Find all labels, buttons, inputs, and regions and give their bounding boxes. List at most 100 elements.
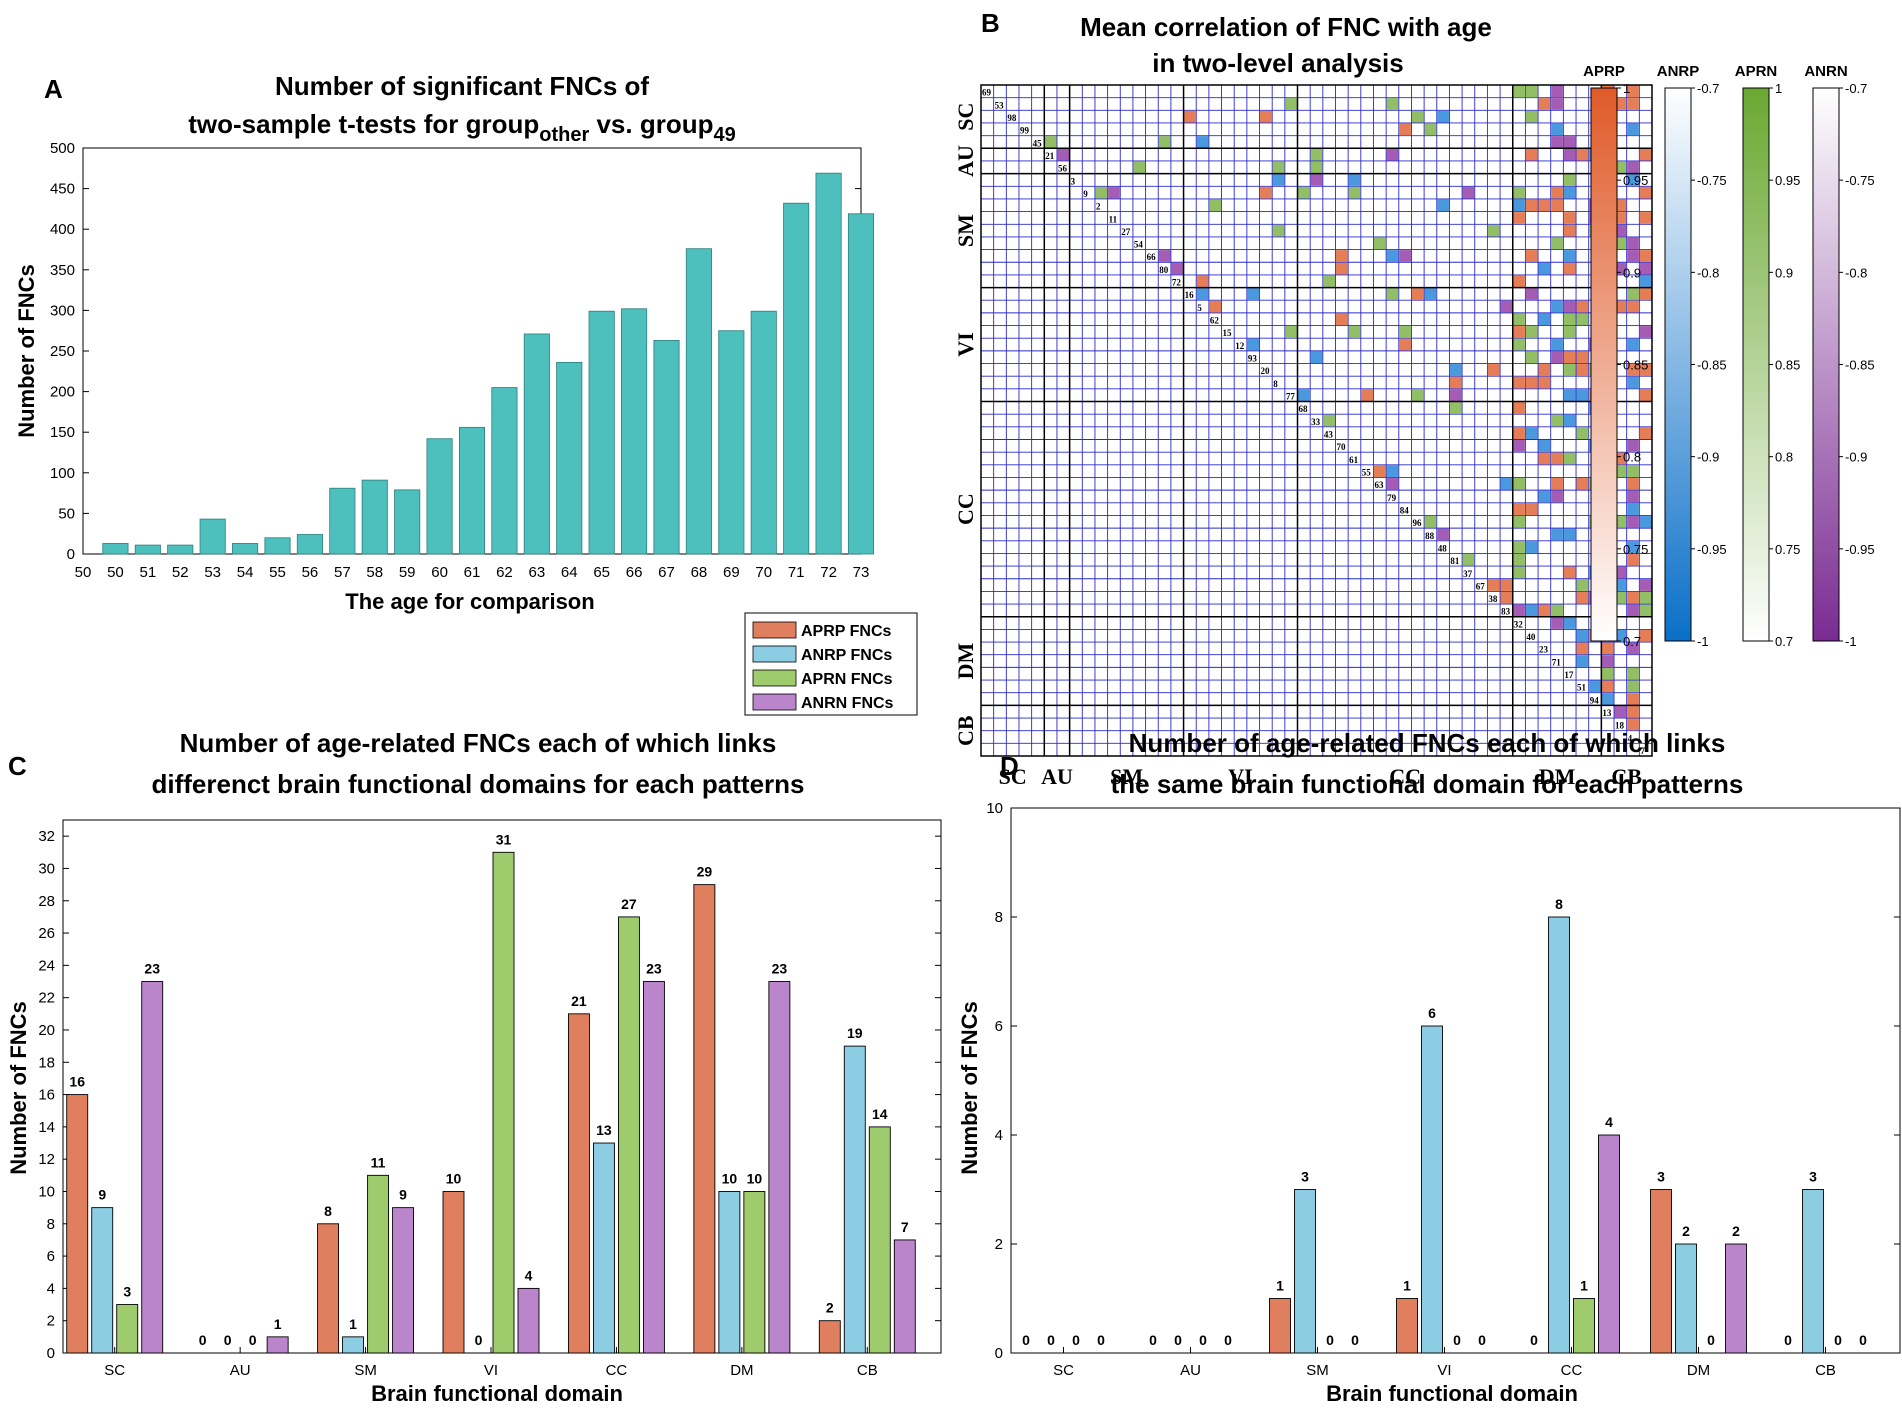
x-tick-label: 60	[431, 564, 448, 581]
panel-letter-d: D	[1000, 751, 1019, 781]
fnc-cell	[1525, 148, 1538, 161]
fnc-cell	[1158, 136, 1171, 148]
domain-label-bottom-sc: SC	[999, 764, 1027, 789]
x-tick-label-sm: SM	[354, 1362, 377, 1379]
node-label: 43	[1324, 429, 1334, 439]
fnc-cell	[1348, 326, 1361, 338]
colorbar-tick-label: 0.8	[1623, 450, 1641, 465]
fnc-cell	[1513, 515, 1525, 528]
fnc-cell	[1538, 364, 1551, 376]
data-label: 11	[371, 1154, 386, 1170]
fnc-cell	[1525, 288, 1538, 300]
fnc-cell	[1563, 148, 1576, 161]
fnc-cell	[1298, 186, 1310, 199]
node-label: 53	[995, 100, 1005, 110]
data-label: 0	[1149, 1332, 1157, 1348]
colorbars: APRP10.950.90.850.80.750.7ANRP-0.7-0.75-…	[1583, 63, 1874, 649]
fnc-cell	[1513, 604, 1525, 617]
node-label: 21	[1045, 151, 1055, 161]
fnc-cell	[1563, 136, 1576, 148]
fnc-cell	[1627, 439, 1639, 452]
fnc-cell	[1386, 98, 1399, 110]
bar-age-73	[847, 213, 875, 555]
fnc-cell	[1576, 148, 1589, 161]
y-tick-label: 10	[38, 1183, 55, 1200]
fnc-cell	[1639, 389, 1652, 402]
colorbar-tick-label: 1	[1623, 81, 1630, 96]
fnc-cell	[1627, 477, 1639, 490]
fnc-cell	[1449, 389, 1462, 402]
legend-label-2: APRN FNCs	[801, 671, 893, 688]
bar-age-68	[685, 248, 712, 555]
fnc-cell	[1614, 98, 1627, 110]
data-label: 1	[349, 1316, 357, 1332]
fnc-cell	[1627, 174, 1639, 186]
bar-sm-anrn	[392, 1207, 415, 1354]
fnc-cell	[1576, 351, 1589, 364]
data-label: 0	[1199, 1332, 1207, 1348]
fnc-cell	[1462, 553, 1475, 566]
fnc-cell	[1639, 288, 1652, 300]
node-label: 77	[1286, 392, 1296, 402]
data-label: 8	[324, 1203, 332, 1219]
fnc-cell	[1614, 515, 1627, 528]
fnc-cell	[1627, 515, 1639, 528]
fnc-cell	[1386, 465, 1399, 477]
bar-cb-aprp	[818, 1320, 841, 1354]
y-tick-label: 20	[38, 1022, 55, 1039]
fnc-cell	[1576, 579, 1589, 591]
fnc-cell	[1551, 85, 1563, 98]
fnc-cell	[1538, 376, 1551, 389]
fnc-cell	[1639, 186, 1652, 199]
data-label: 0	[1859, 1332, 1867, 1348]
fnc-cell	[1335, 262, 1348, 275]
data-label: 0	[1834, 1332, 1842, 1348]
bar-dm-aprn	[743, 1191, 766, 1354]
fnc-cell	[1563, 313, 1576, 326]
fnc-cell	[1551, 477, 1563, 490]
node-label: 48	[1438, 543, 1448, 553]
data-label: 6	[1428, 1005, 1436, 1021]
colorbar-tick-label: -0.75	[1845, 173, 1875, 188]
data-label: 0	[224, 1332, 232, 1348]
node-label: 20	[1261, 366, 1271, 376]
bar-cc-aprn	[1573, 1298, 1595, 1354]
fnc-cell	[1525, 326, 1538, 338]
fnc-cell	[1551, 123, 1563, 136]
panel-letter-a: A	[44, 74, 63, 104]
data-label: 27	[621, 896, 637, 912]
node-label: 18	[1615, 721, 1625, 731]
data-label: 0	[1530, 1332, 1538, 1348]
fnc-cell	[1627, 490, 1639, 503]
node-label: 84	[1400, 505, 1410, 515]
data-label: 2	[1682, 1223, 1690, 1239]
panel-b-title-line2: in two-level analysis	[1152, 48, 1403, 78]
colorbar-anrp	[1664, 87, 1692, 642]
data-label: 16	[69, 1074, 85, 1090]
fnc-cell	[1627, 161, 1639, 174]
fnc-cell	[1538, 439, 1551, 452]
y-tick-label: 6	[995, 1018, 1003, 1035]
domain-label-left-vi: VI	[953, 332, 978, 356]
panel-b-title-line1: Mean correlation of FNC with age	[1080, 12, 1492, 42]
x-tick-label: 68	[691, 564, 708, 581]
domain-label-left-au: AU	[953, 145, 978, 177]
data-label: 13	[596, 1122, 612, 1138]
fnc-cell	[1449, 364, 1462, 376]
fnc-cell	[1310, 148, 1323, 161]
panel-a-x-axis-label: The age for comparison	[345, 589, 594, 614]
fnc-cell	[1576, 389, 1589, 402]
data-label: 23	[646, 961, 662, 977]
colorbar-tick-label: -0.95	[1697, 542, 1727, 557]
colorbar-tick-label: 0.9	[1623, 265, 1641, 280]
fnc-cell	[1108, 186, 1120, 199]
fnc-cell	[1576, 300, 1589, 313]
fnc-cell	[1551, 98, 1563, 110]
fnc-cell	[1513, 503, 1525, 515]
bar-dm-anrn	[1725, 1243, 1747, 1354]
fnc-cell	[1563, 364, 1576, 376]
node-label: 88	[1425, 531, 1435, 541]
data-label: 21	[571, 993, 587, 1009]
bar-sc-anrn	[141, 981, 164, 1354]
